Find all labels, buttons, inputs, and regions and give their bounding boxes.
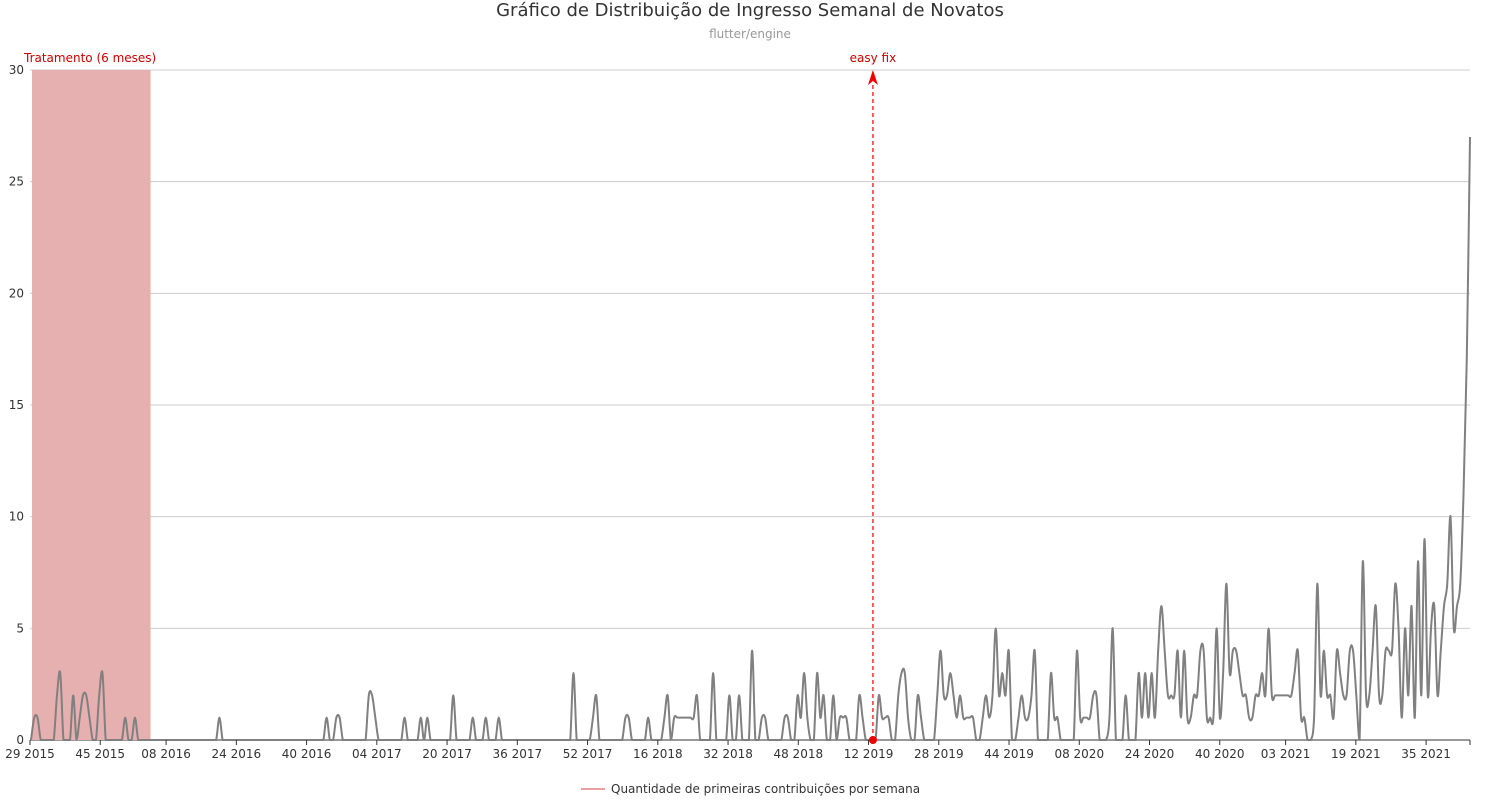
x-tick-label: 19 2021 bbox=[1331, 747, 1381, 761]
x-tick-label: 52 2017 bbox=[563, 747, 613, 761]
treatment-band-layer: Tratamento (6 meses) bbox=[23, 51, 156, 740]
x-tick-label: 45 2015 bbox=[75, 747, 125, 761]
x-tick-label: 20 2017 bbox=[422, 747, 472, 761]
series-line bbox=[30, 136, 1471, 742]
x-tick-label: 35 2021 bbox=[1401, 747, 1451, 761]
axis-layer: 0 5 10 15 20 25 30 29 2015 45 2015 08 2016 24 2016… bbox=[5, 63, 1471, 761]
x-tick-label: 40 2016 bbox=[282, 747, 332, 761]
y-tick-label: 0 bbox=[16, 733, 24, 747]
easy-fix-arrowhead bbox=[867, 70, 878, 85]
x-tick-label: 12 2019 bbox=[844, 747, 894, 761]
x-tick-label: 03 2021 bbox=[1261, 747, 1311, 761]
chart-title: Gráfico de Distribuição de Ingresso Sema… bbox=[496, 0, 1004, 21]
chart-subtitle: flutter/engine bbox=[709, 27, 791, 41]
treatment-band bbox=[32, 70, 151, 740]
series-line-layer bbox=[30, 136, 1471, 742]
x-tick-label: 44 2019 bbox=[984, 747, 1034, 761]
x-tick-label: 29 2015 bbox=[5, 747, 55, 761]
x-tick-label: 32 2018 bbox=[703, 747, 753, 761]
y-tick-label: 10 bbox=[9, 510, 24, 524]
easy-fix-marker bbox=[868, 736, 877, 744]
easy-fix-label: easy fix bbox=[850, 51, 897, 65]
annotation-layer: easy fix bbox=[850, 51, 897, 744]
x-tick-label: 36 2017 bbox=[493, 747, 543, 761]
x-tick-label: 04 2017 bbox=[352, 747, 402, 761]
treatment-band-label: Tratamento (6 meses) bbox=[23, 51, 156, 65]
legend: Quantidade de primeiras contribuições po… bbox=[581, 782, 920, 796]
x-tick-label: 08 2016 bbox=[141, 747, 191, 761]
y-tick-label: 20 bbox=[9, 286, 24, 300]
x-tick-label: 08 2020 bbox=[1054, 747, 1104, 761]
y-tick-label: 30 bbox=[9, 63, 24, 77]
y-tick-label: 15 bbox=[9, 398, 24, 412]
x-tick-label: 48 2018 bbox=[773, 747, 823, 761]
x-tick-label: 16 2018 bbox=[633, 747, 683, 761]
grid-layer bbox=[30, 69, 1470, 741]
x-tick-label: 24 2016 bbox=[212, 747, 262, 761]
y-tick-label: 25 bbox=[9, 175, 24, 189]
y-tick-label: 5 bbox=[16, 621, 24, 635]
x-tick-label: 40 2020 bbox=[1195, 747, 1245, 761]
x-tick-label: 24 2020 bbox=[1125, 747, 1175, 761]
legend-label: Quantidade de primeiras contribuições po… bbox=[611, 782, 920, 796]
x-tick-label: 28 2019 bbox=[914, 747, 964, 761]
